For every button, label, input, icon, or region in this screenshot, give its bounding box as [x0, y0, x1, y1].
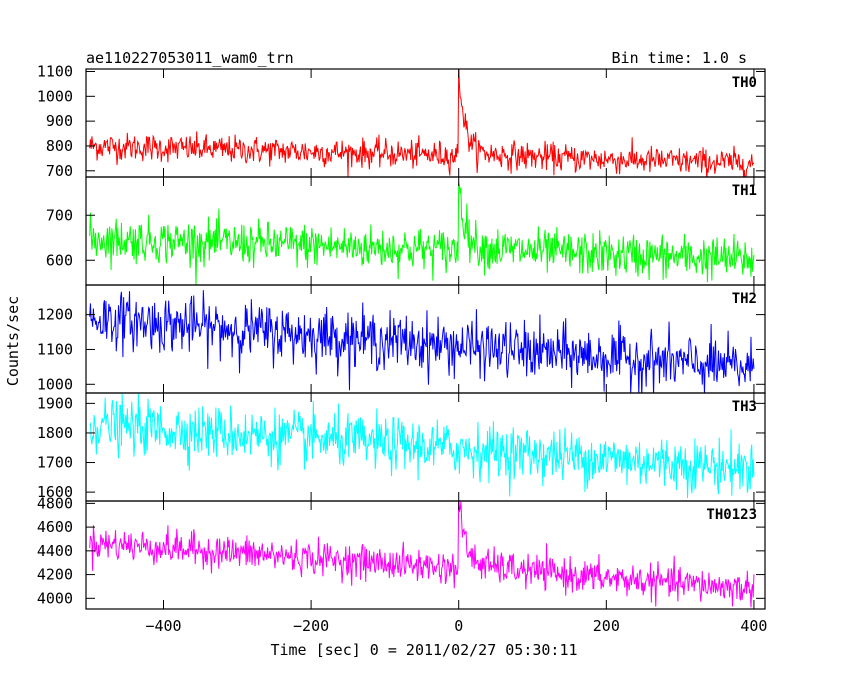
x-axis: −400 −200 0 200 400	[145, 617, 767, 635]
panel-th0: 700 800 900 1000 1100 TH0	[37, 62, 766, 180]
panel-th2: 1000 1100 1200 TH2	[37, 284, 766, 394]
y-tick-label: 4200	[37, 566, 73, 584]
panel-frame	[85, 284, 766, 394]
y-tick-label: 4000	[37, 589, 73, 607]
x-axis-title: Time [sec] 0 = 2011/02/27 05:30:11	[270, 641, 577, 659]
y-tick-label: 1800	[37, 424, 73, 442]
y-tick-label: 1900	[37, 394, 73, 412]
y-tick-label: 700	[46, 162, 73, 180]
panels-group: 700 800 900 1000 1100 TH0 600 700 TH1 1000 1100 120…	[37, 62, 766, 610]
panel-th1: 600 700 TH1	[46, 176, 766, 286]
series-line-th3	[89, 393, 755, 498]
y-tick-label: 1000	[37, 375, 73, 393]
panel-label-th2: TH2	[732, 291, 757, 307]
y-tick-label: 800	[46, 137, 73, 155]
panel-label-th3: TH3	[732, 399, 757, 415]
y-tick-label: 700	[46, 206, 73, 224]
series-line-th0123	[89, 501, 755, 608]
y-tick-label: 1000	[37, 87, 73, 105]
y-tick-label: 4400	[37, 542, 73, 560]
x-tick-label: 200	[593, 617, 620, 635]
y-axis-title: Counts/sec	[4, 296, 22, 386]
panel-frame	[85, 500, 766, 610]
panel-th0123: 4000 4200 4400 4600 4800 TH0123	[37, 494, 766, 610]
y-tick-label: 1100	[37, 340, 73, 358]
y-tick-label: 900	[46, 112, 73, 130]
series-line-th1	[89, 182, 755, 285]
y-tick-label: 1100	[37, 62, 73, 80]
y-tick-label: 1700	[37, 454, 73, 472]
panel-th3: 1600 1700 1800 1900 TH3	[37, 392, 766, 502]
y-tick-label: 4800	[37, 494, 73, 512]
series-line-th2	[89, 290, 755, 393]
y-tick-label: 1200	[37, 306, 73, 324]
bin-time-label: Bin time: 1.0 s	[612, 49, 747, 67]
panel-label-th0: TH0	[732, 75, 757, 91]
x-tick-label: 0	[454, 617, 463, 635]
panel-label-th0123: TH0123	[706, 507, 757, 523]
panel-label-th1: TH1	[732, 183, 757, 199]
x-tick-label: 400	[740, 617, 767, 635]
y-tick-label: 600	[46, 251, 73, 269]
chart-title: ae110227053011_wam0_trn	[86, 49, 294, 67]
x-tick-label: −400	[145, 617, 181, 635]
x-tick-label: −200	[293, 617, 329, 635]
y-tick-label: 4600	[37, 518, 73, 536]
y-tick-label: 1600	[37, 483, 73, 501]
panel-frame	[85, 68, 766, 178]
series-line-th0	[89, 69, 755, 177]
